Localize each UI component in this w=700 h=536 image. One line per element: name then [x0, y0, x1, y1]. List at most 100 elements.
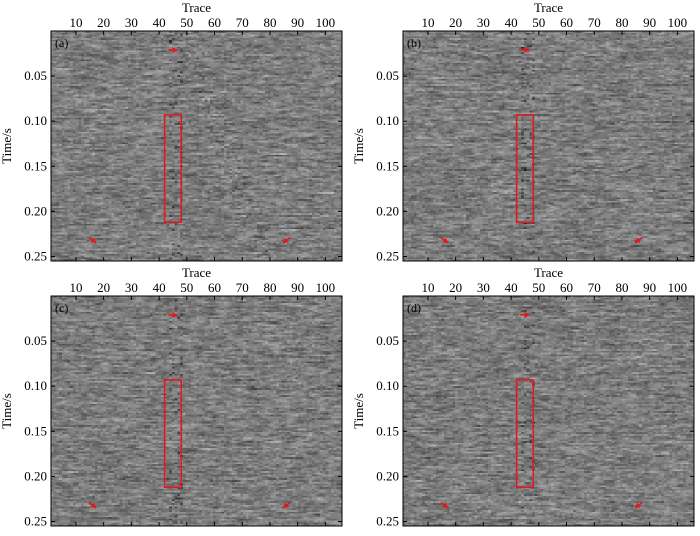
red-arrow-marker: [520, 46, 530, 53]
y-tick-label: 0.15: [376, 423, 399, 438]
seismic-image: [51, 296, 342, 526]
x-tick-label: 30: [477, 15, 490, 30]
x-tick-label: 90: [643, 15, 656, 30]
x-tick-label: 80: [615, 15, 628, 30]
highlight-box: [515, 379, 535, 489]
x-tick-label: 100: [316, 280, 336, 295]
panel-label: (d): [407, 301, 421, 315]
y-tick-label: 0.05: [376, 68, 399, 83]
y-tick-label: 0.10: [376, 378, 399, 393]
x-tick-label: 100: [316, 15, 336, 30]
y-tick-label: 0.20: [376, 203, 399, 218]
plot-frame: [50, 30, 343, 262]
x-tick-label: 90: [291, 280, 304, 295]
y-tick-label: 0.20: [24, 468, 47, 483]
red-arrow-marker: [88, 501, 97, 509]
red-arrow-marker: [440, 501, 449, 509]
y-tick-label: 0.25: [24, 248, 47, 263]
x-tick-label: 30: [477, 280, 490, 295]
y-tick-label: 0.10: [376, 113, 399, 128]
x-tick-label: 10: [421, 15, 434, 30]
x-tick-label: 60: [208, 280, 221, 295]
red-arrow-marker: [520, 311, 530, 318]
red-arrow-marker: [282, 236, 291, 244]
x-tick-label: 40: [153, 15, 166, 30]
x-tick-label: 10: [69, 15, 82, 30]
x-axis-label: Trace: [182, 0, 211, 15]
red-arrow-marker: [282, 501, 291, 509]
panel-label: (c): [55, 301, 68, 315]
plot-frame: [402, 30, 695, 262]
x-tick-label: 40: [153, 280, 166, 295]
plot-frame: [402, 295, 695, 527]
y-tick-label: 0.15: [24, 423, 47, 438]
panel-label: (a): [55, 36, 68, 50]
x-tick-label: 60: [560, 15, 573, 30]
seismic-image: [51, 31, 342, 261]
x-tick-label: 100: [668, 280, 688, 295]
x-tick-label: 50: [180, 15, 193, 30]
x-tick-label: 100: [668, 15, 688, 30]
x-tick-label: 80: [615, 280, 628, 295]
x-tick-label: 20: [97, 280, 110, 295]
y-tick-label: 0.25: [376, 248, 399, 263]
x-tick-label: 20: [449, 280, 462, 295]
panel-a: 10 20 30 40 50 60 70 80 90 100 Trace 0.05 0.10 0.15 0.…: [0, 0, 343, 263]
y-axis-label: Time/s: [0, 128, 14, 164]
y-tick-label: 0.20: [24, 203, 47, 218]
x-tick-label: 30: [125, 15, 138, 30]
x-tick-label: 30: [125, 280, 138, 295]
seismic-image: [403, 296, 694, 526]
highlight-box: [163, 114, 183, 224]
y-tick-label: 0.05: [376, 333, 399, 348]
x-tick-label: 90: [291, 15, 304, 30]
x-tick-label: 80: [263, 15, 276, 30]
x-tick-label: 80: [263, 280, 276, 295]
x-tick-label: 60: [208, 15, 221, 30]
x-axis-label: Trace: [534, 0, 563, 15]
red-arrow-marker: [88, 236, 97, 244]
x-tick-label: 10: [69, 280, 82, 295]
x-tick-label: 90: [643, 280, 656, 295]
y-tick-label: 0.10: [24, 378, 47, 393]
x-tick-label: 70: [236, 280, 249, 295]
panel-c: 10 20 30 40 50 60 70 80 90 100 Trace 0.05 0.10 0.15 0.…: [0, 265, 343, 528]
y-tick-label: 0.10: [24, 113, 47, 128]
x-tick-label: 50: [532, 15, 545, 30]
red-arrow-marker: [168, 311, 178, 318]
red-arrow-marker: [634, 501, 643, 509]
y-axis-label: Time/s: [0, 393, 14, 429]
y-tick-label: 0.05: [24, 68, 47, 83]
highlight-box: [163, 379, 183, 489]
red-arrow-marker: [634, 236, 643, 244]
x-tick-label: 70: [588, 15, 601, 30]
x-axis-label: Trace: [534, 265, 563, 280]
y-tick-label: 0.25: [24, 513, 47, 528]
red-arrow-marker: [168, 46, 178, 53]
red-arrow-marker: [440, 236, 449, 244]
panel-d: 10 20 30 40 50 60 70 80 90 100 Trace 0.05 0.10 0.15 0.…: [351, 265, 695, 528]
y-axis-label: Time/s: [351, 393, 366, 429]
x-tick-label: 50: [180, 280, 193, 295]
y-tick-label: 0.05: [24, 333, 47, 348]
x-tick-label: 20: [97, 15, 110, 30]
x-tick-label: 40: [505, 15, 518, 30]
plot-frame: [50, 295, 343, 527]
x-tick-label: 60: [560, 280, 573, 295]
panel-b: 10 20 30 40 50 60 70 80 90 100 Trace 0.05 0.10 0.15 0.…: [351, 0, 695, 263]
x-tick-label: 50: [532, 280, 545, 295]
y-tick-label: 0.20: [376, 468, 399, 483]
y-tick-label: 0.25: [376, 513, 399, 528]
x-tick-label: 10: [421, 280, 434, 295]
y-tick-label: 0.15: [24, 158, 47, 173]
x-tick-label: 20: [449, 15, 462, 30]
y-tick-label: 0.15: [376, 158, 399, 173]
x-tick-label: 70: [236, 15, 249, 30]
x-tick-label: 40: [505, 280, 518, 295]
y-axis-label: Time/s: [351, 128, 366, 164]
highlight-box: [515, 114, 535, 224]
panel-label: (b): [407, 36, 421, 50]
x-tick-label: 70: [588, 280, 601, 295]
x-axis-label: Trace: [182, 265, 211, 280]
